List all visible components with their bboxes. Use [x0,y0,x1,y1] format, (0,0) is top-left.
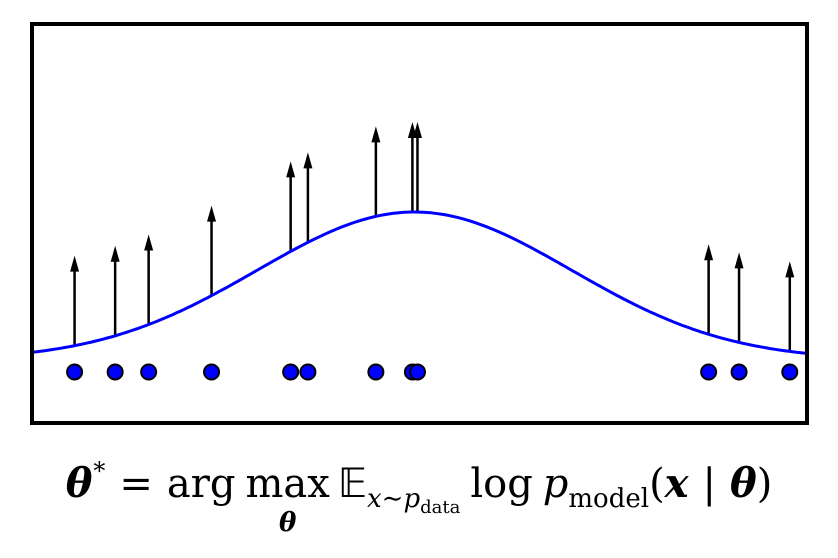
data-point [700,363,718,381]
data-point [282,363,300,381]
gradient-arrows [70,122,795,352]
data-point [781,363,799,381]
data-point [367,363,385,381]
gradient-arrow [70,255,80,346]
equals-sign: = [119,461,153,507]
gradient-arrow [144,234,154,325]
left-paren: ( [649,461,665,507]
model-density-curve [33,210,806,355]
gradient-arrow [704,244,714,335]
data-point [106,363,124,381]
expectation-symbol: 𝔼 [337,461,367,507]
data-point [730,363,748,381]
log-operator: log [470,461,533,507]
gradient-arrow [734,252,744,343]
gradient-arrow [785,261,795,352]
max-operator: max [245,461,330,507]
given-bar: | [702,461,717,507]
plot-frame [30,22,809,425]
gradient-arrow [207,205,217,296]
max-subscript-theta: θ [278,508,297,538]
gradient-arrow [412,122,422,213]
expectation-subscript-var: x∼p [367,484,421,514]
arg-operator: arg [166,461,236,507]
expectation-subscript: x∼pdata [367,484,460,517]
data-point [66,363,84,381]
right-paren: ) [756,461,773,507]
data-point [299,363,317,381]
star-superscript: * [93,457,106,485]
expectation-subscript-data: data [420,497,461,518]
max-likelihood-equation: θ * = arg max θ 𝔼 x∼pdata log p model ( … [0,440,838,550]
gradient-arrow [371,126,381,217]
likelihood-diagram [30,22,809,425]
gradient-arrow [110,245,120,336]
gradient-arrow [303,152,313,243]
p-symbol: p [542,461,569,507]
data-point [203,363,221,381]
theta-symbol-2: θ [730,460,757,507]
data-points [66,363,799,381]
x-symbol: x [664,460,689,507]
theta-symbol: θ [65,460,93,507]
data-point [408,363,426,381]
argmax-block: max θ [245,464,329,536]
data-point [140,363,158,381]
gradient-arrow [286,161,296,252]
model-subscript: model [568,484,650,514]
